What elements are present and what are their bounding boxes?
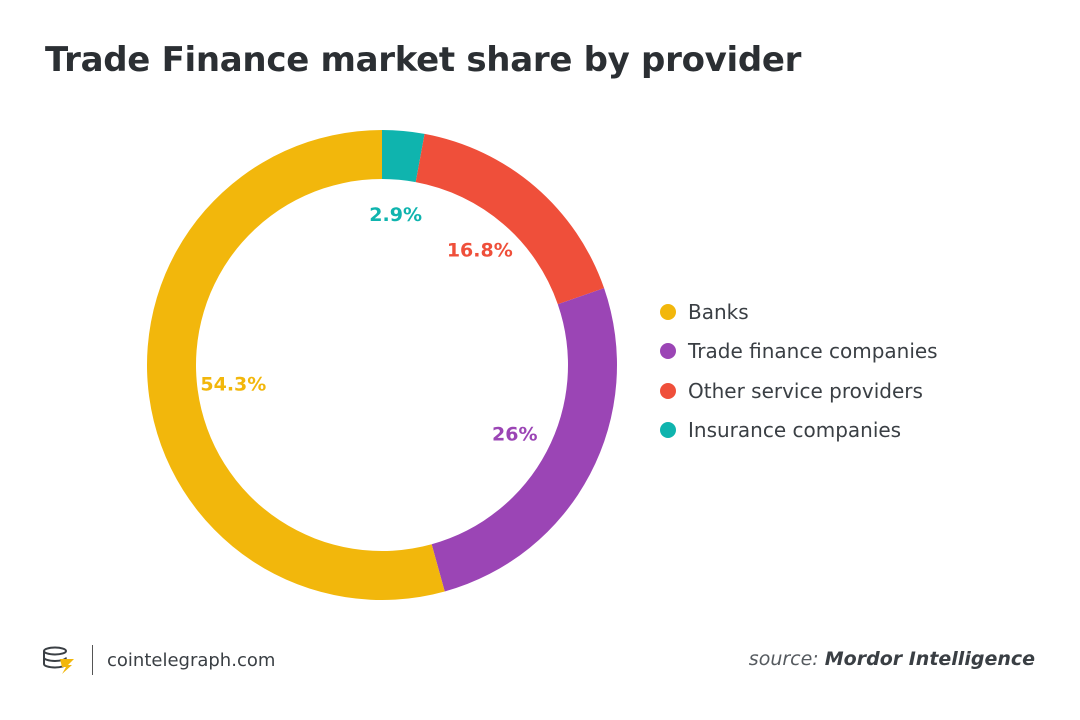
source-name: Mordor Intelligence [824, 648, 1035, 670]
legend-item-insurance-companies: Insurance companies [660, 411, 938, 451]
legend-item-trade-finance-companies: Trade finance companies [660, 332, 938, 372]
legend-swatch [660, 303, 676, 320]
legend-item-other-service-providers: Other service providers [660, 371, 938, 411]
slice-other-service-providers [415, 133, 605, 305]
value-label-insurance-companies: 2.9% [369, 204, 422, 226]
source-prefix: source: [748, 648, 819, 670]
cointelegraph-logo-icon [43, 646, 74, 674]
value-labels: 2.9% 16.8% 26% 54.3% [200, 204, 537, 445]
brand-name[interactable]: cointelegraph.com [107, 649, 276, 671]
donut-slices [146, 130, 617, 600]
brand-divider [92, 645, 93, 675]
value-label-other-service-providers: 16.8% [447, 240, 513, 262]
legend-swatch [660, 382, 676, 399]
legend-label: Banks [688, 299, 749, 324]
source-note: source: Mordor Intelligence [749, 648, 1035, 670]
legend-label: Other service providers [688, 378, 923, 403]
slice-insurance-companies [382, 130, 425, 183]
slice-banks [146, 130, 445, 600]
legend-label: Trade finance companies [688, 339, 938, 364]
value-label-trade-finance-companies: 26% [492, 423, 537, 445]
footer-brand: cointelegraph.com [42, 645, 275, 675]
legend: Banks Trade finance companies Other servic… [660, 292, 938, 450]
legend-swatch [660, 422, 676, 439]
legend-item-banks: Banks [660, 292, 938, 332]
chart-title: Trade Finance market share by provider [45, 40, 802, 80]
legend-label: Insurance companies [688, 418, 902, 443]
slice-trade-finance-companies [431, 288, 617, 592]
value-label-banks: 54.3% [200, 374, 266, 396]
legend-swatch [660, 343, 676, 360]
